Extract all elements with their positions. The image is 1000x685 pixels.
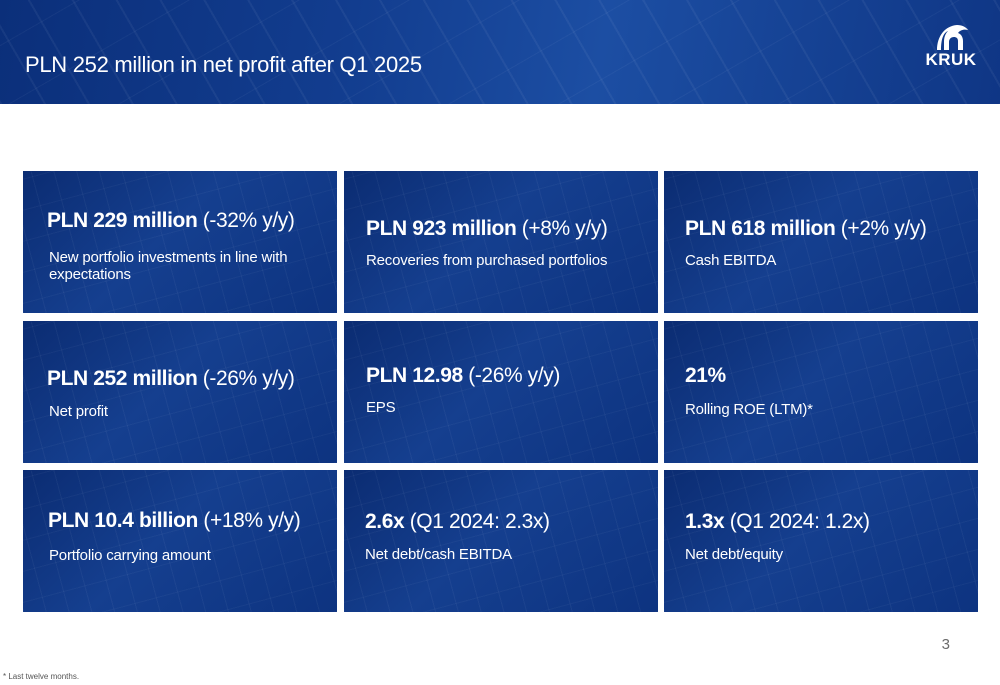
- kpi-change: (-26% y/y): [462, 364, 560, 387]
- kpi-headline: PLN 12.98 (-26% y/y): [366, 364, 560, 388]
- kpi-value: 2.6x: [365, 510, 405, 533]
- kpi-change: (Q1 2024: 2.3x): [404, 510, 550, 533]
- kpi-change: (Q1 2024: 1.2x): [724, 510, 870, 533]
- kpi-change: (+2% y/y): [835, 217, 927, 240]
- header-banner: PLN 252 million in net profit after Q1 2…: [0, 0, 1000, 104]
- kpi-headline: PLN 10.4 billion (+18% y/y): [48, 509, 301, 533]
- kpi-label: Net debt/equity: [685, 546, 783, 563]
- kpi-label: Rolling ROE (LTM)*: [685, 401, 813, 418]
- kpi-card-net-debt-equity: 1.3x (Q1 2024: 1.2x) Net debt/equity: [664, 470, 978, 612]
- kpi-value: PLN 229 million: [47, 209, 198, 232]
- kpi-value: PLN 10.4 billion: [48, 509, 198, 532]
- kpi-card-carrying-amount: PLN 10.4 billion (+18% y/y) Portfolio ca…: [23, 470, 337, 612]
- kpi-value: PLN 618 million: [685, 217, 836, 240]
- logo-text: KRUK: [925, 50, 977, 69]
- kpi-headline: PLN 252 million (-26% y/y): [47, 367, 295, 391]
- kpi-label: Net debt/cash EBITDA: [365, 546, 512, 563]
- kpi-value: PLN 252 million: [47, 367, 198, 390]
- kpi-headline: 21%: [685, 364, 726, 388]
- kruk-bird-icon: [937, 25, 968, 50]
- kpi-headline: PLN 229 million (-32% y/y): [47, 209, 295, 233]
- kpi-label: Portfolio carrying amount: [49, 547, 211, 564]
- kpi-card-net-debt-ebitda: 2.6x (Q1 2024: 2.3x) Net debt/cash EBITD…: [344, 470, 658, 612]
- kpi-card-recoveries: PLN 923 million (+8% y/y) Recoveries fro…: [344, 171, 658, 313]
- kpi-label: EPS: [366, 399, 396, 416]
- kpi-headline: 1.3x (Q1 2024: 1.2x): [685, 510, 870, 534]
- kpi-value: 1.3x: [685, 510, 725, 533]
- footnote: * Last twelve months.: [3, 672, 80, 681]
- kpi-label: Recoveries from purchased portfolios: [366, 252, 608, 269]
- kpi-headline: PLN 618 million (+2% y/y): [685, 217, 927, 241]
- kpi-value: 21%: [685, 364, 726, 387]
- kpi-grid: PLN 229 million (-32% y/y) New portfolio…: [23, 171, 979, 612]
- page-title: PLN 252 million in net profit after Q1 2…: [25, 52, 422, 77]
- kpi-label: Cash EBITDA: [685, 252, 777, 269]
- kpi-value: PLN 12.98: [366, 364, 463, 387]
- kruk-logo: KRUK: [920, 22, 982, 80]
- kpi-card-investments: PLN 229 million (-32% y/y) New portfolio…: [23, 171, 337, 313]
- kpi-label: New portfolio investments in line with e…: [49, 249, 288, 283]
- kpi-change: (-32% y/y): [197, 209, 295, 232]
- kpi-card-net-profit: PLN 252 million (-26% y/y) Net profit: [23, 321, 337, 463]
- kpi-card-cash-ebitda: PLN 618 million (+2% y/y) Cash EBITDA: [664, 171, 978, 313]
- kpi-headline: PLN 923 million (+8% y/y): [366, 217, 608, 241]
- kpi-label: Net profit: [49, 403, 108, 420]
- kpi-headline: 2.6x (Q1 2024: 2.3x): [365, 510, 550, 534]
- kpi-value: PLN 923 million: [366, 217, 517, 240]
- kpi-card-roe: 21% Rolling ROE (LTM)*: [664, 321, 978, 463]
- page-number: 3: [941, 636, 950, 653]
- kpi-change: (+18% y/y): [197, 509, 301, 532]
- kpi-card-eps: PLN 12.98 (-26% y/y) EPS: [344, 321, 658, 463]
- kpi-change: (+8% y/y): [516, 217, 608, 240]
- kpi-change: (-26% y/y): [197, 367, 295, 390]
